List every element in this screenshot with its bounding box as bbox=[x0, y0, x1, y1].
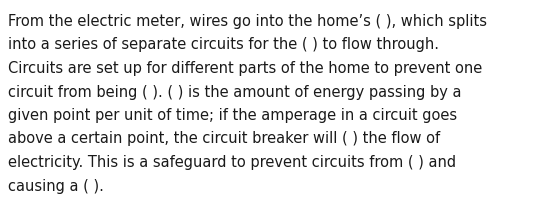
Text: above a certain point, the circuit breaker will ( ) the flow of: above a certain point, the circuit break… bbox=[8, 131, 440, 147]
Text: causing a ( ).: causing a ( ). bbox=[8, 178, 104, 194]
Text: into a series of separate circuits for the ( ) to flow through.: into a series of separate circuits for t… bbox=[8, 37, 439, 52]
Text: From the electric meter, wires go into the home’s ( ), which splits: From the electric meter, wires go into t… bbox=[8, 14, 487, 29]
Text: Circuits are set up for different parts of the home to prevent one: Circuits are set up for different parts … bbox=[8, 61, 482, 76]
Text: electricity. This is a safeguard to prevent circuits from ( ) and: electricity. This is a safeguard to prev… bbox=[8, 155, 456, 170]
Text: given point per unit of time; if the amperage in a circuit goes: given point per unit of time; if the amp… bbox=[8, 108, 457, 123]
Text: circuit from being ( ). ( ) is the amount of energy passing by a: circuit from being ( ). ( ) is the amoun… bbox=[8, 84, 461, 99]
